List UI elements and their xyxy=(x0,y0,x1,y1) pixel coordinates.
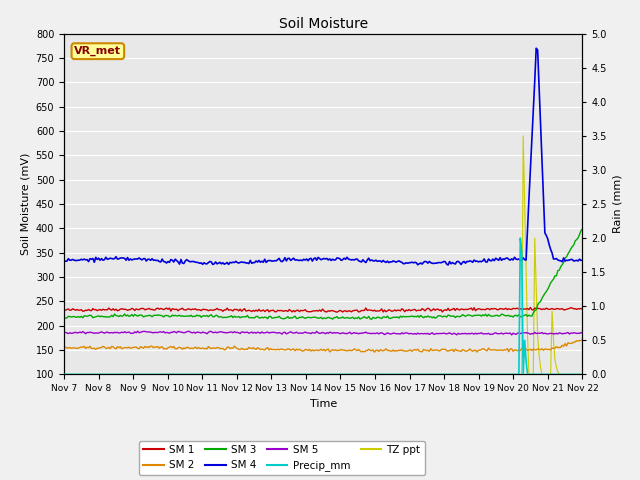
Title: Soil Moisture: Soil Moisture xyxy=(278,17,368,31)
Y-axis label: Soil Moisture (mV): Soil Moisture (mV) xyxy=(20,153,30,255)
Text: VR_met: VR_met xyxy=(74,46,122,56)
Legend: SM 1, SM 2, SM 3, SM 4, SM 5, Precip_mm, TZ ppt: SM 1, SM 2, SM 3, SM 4, SM 5, Precip_mm,… xyxy=(139,441,425,475)
Y-axis label: Rain (mm): Rain (mm) xyxy=(612,175,623,233)
X-axis label: Time: Time xyxy=(310,399,337,408)
